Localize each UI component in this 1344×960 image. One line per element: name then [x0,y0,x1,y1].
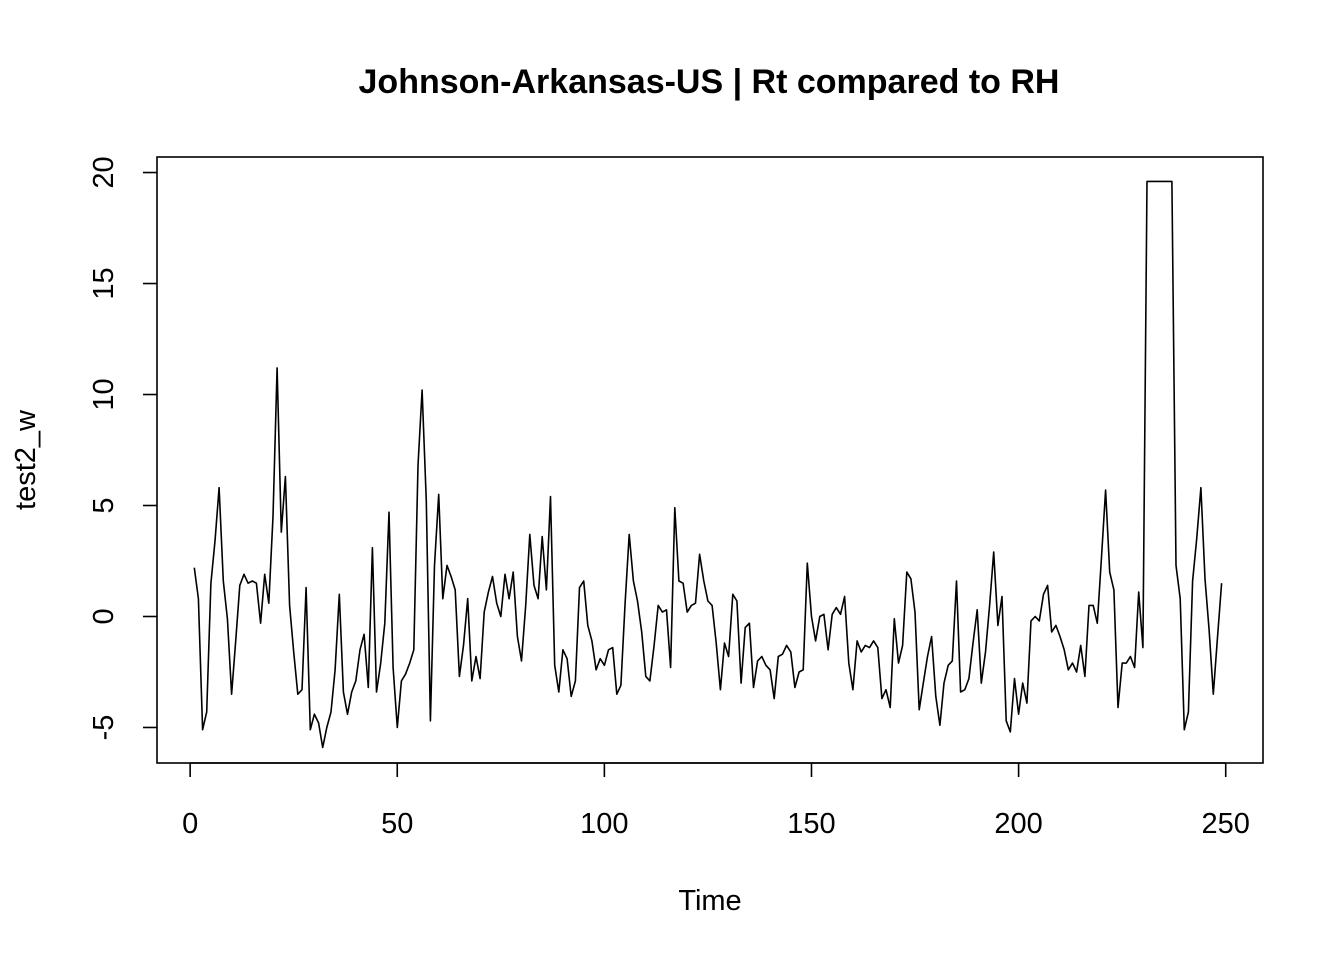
series-line-test2-w [193,180,1223,749]
y-tick-label: 10 [88,378,120,410]
x-tick-label: 200 [994,808,1042,840]
y-tick-label: 5 [88,497,120,513]
y-tick-label: 0 [88,608,120,624]
x-axis-label: Time [678,885,741,917]
x-tick-label: 100 [580,808,628,840]
x-tick-label: 50 [381,808,413,840]
chart-title: Johnson-Arkansas-US | Rt compared to RH [359,63,1060,101]
y-tick-label: 20 [88,156,120,188]
y-tick-label: -5 [88,715,120,741]
x-tick-label: 250 [1202,808,1250,840]
x-tick-label: 0 [182,808,198,840]
y-axis-label: test2_w [10,409,42,510]
y-tick-label: 15 [88,267,120,299]
y-axis: -5 0 5 10 15 20 [88,156,157,740]
plot-frame [156,156,1264,764]
x-axis: 0 50 100 150 200 250 [182,762,1250,840]
x-tick-label: 150 [787,808,835,840]
